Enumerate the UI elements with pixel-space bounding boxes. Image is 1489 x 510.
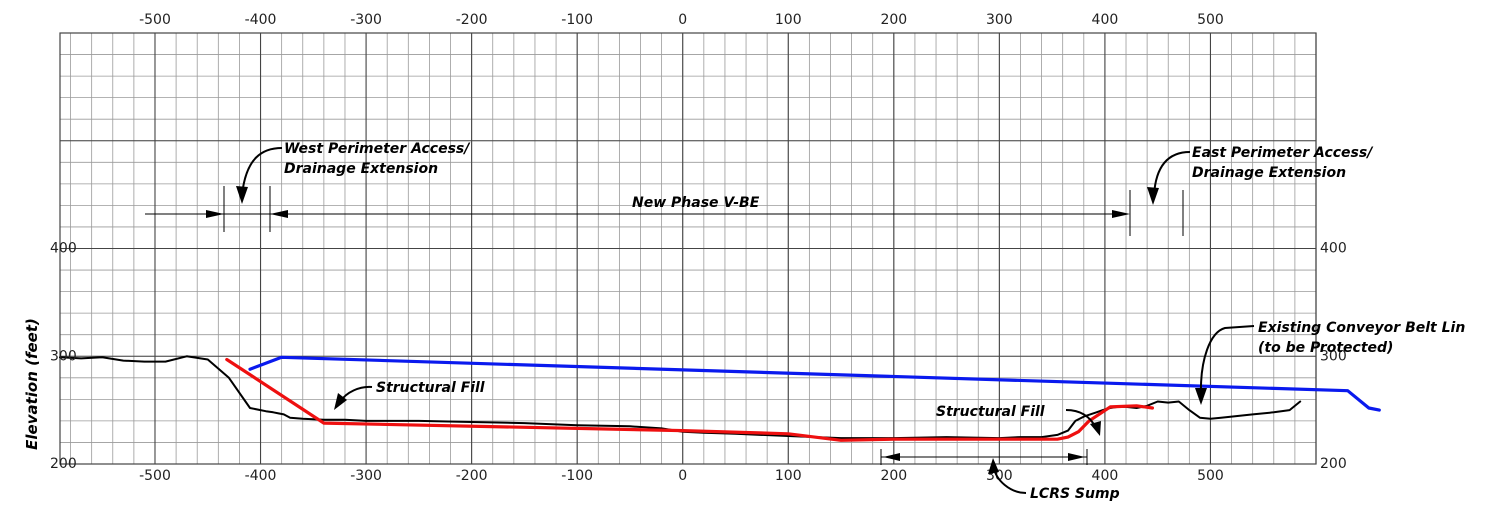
sump-arrow-right xyxy=(1068,453,1085,461)
x-tick-label-top: 200 xyxy=(880,12,907,28)
y-tick-label-right: 300 xyxy=(1320,348,1347,364)
x-tick-label-bottom: 200 xyxy=(880,468,907,484)
x-tick-label-top: -100 xyxy=(561,12,593,28)
x-tick-label-top: 500 xyxy=(1197,12,1224,28)
x-tick-label-top: 400 xyxy=(1092,12,1119,28)
x-tick-label-top: -500 xyxy=(139,12,171,28)
east-leader-arrow xyxy=(1147,187,1159,205)
x-tick-label-bottom: -100 xyxy=(561,468,593,484)
fill-right-arrow xyxy=(1090,421,1101,436)
phase-arrowhead-right xyxy=(1112,210,1130,218)
y-tick-label-right: 400 xyxy=(1320,241,1347,257)
x-tick-label-bottom: 100 xyxy=(775,468,802,484)
plot-border xyxy=(59,32,1317,465)
sump-arrow-left xyxy=(883,453,900,461)
west-leader-arrow xyxy=(236,186,248,204)
x-tick-label-top: 100 xyxy=(775,12,802,28)
phase-arrowhead-left-outer xyxy=(206,210,224,218)
conveyor-leader xyxy=(1199,325,1255,396)
x-tick-label-bottom: 0 xyxy=(678,468,687,484)
sump-leader-arrow xyxy=(988,458,999,474)
phase-label: New Phase V-BE xyxy=(632,195,760,211)
tick-labels: -500 -500 -400 -400 -300 -300 -200 -200 -100 -100… xyxy=(50,12,1347,484)
conveyor-leader-arrow xyxy=(1195,388,1207,405)
profile-lines xyxy=(59,355,1381,442)
y-tick-label-left: 400 xyxy=(50,241,77,257)
major-grid xyxy=(59,32,1317,465)
west-label-line2: Drainage Extension xyxy=(284,161,438,177)
conveyor-label-line2: (to be Protected) xyxy=(1258,340,1393,356)
series-line-1 xyxy=(248,355,1381,412)
east-leader xyxy=(1153,151,1191,196)
series-line-2 xyxy=(225,357,1155,442)
x-tick-label-bottom: -200 xyxy=(456,468,488,484)
x-tick-label-top: 0 xyxy=(678,12,687,28)
east-label-line1: East Perimeter Access/ xyxy=(1192,145,1374,161)
y-tick-label-left: 300 xyxy=(50,348,77,364)
y-axis-title: Elevation (feet) xyxy=(23,318,41,450)
west-leader xyxy=(241,147,283,196)
x-tick-label-top: 300 xyxy=(986,12,1013,28)
conveyor-label-line1: Existing Conveyor Belt Lin xyxy=(1258,320,1465,336)
x-tick-label-bottom: -500 xyxy=(139,468,171,484)
annotations: New Phase V-BE West Perimeter Access/ Dr… xyxy=(145,141,1465,502)
sump-label: LCRS Sump xyxy=(1030,486,1120,502)
x-tick-label-bottom: 500 xyxy=(1197,468,1224,484)
x-tick-label-bottom: -400 xyxy=(245,468,277,484)
y-tick-label-right: 200 xyxy=(1320,456,1347,472)
west-label-line1: West Perimeter Access/ xyxy=(284,141,471,157)
x-tick-label-bottom: 400 xyxy=(1092,468,1119,484)
x-tick-label-top: -400 xyxy=(245,12,277,28)
x-tick-label-top: -300 xyxy=(350,12,382,28)
fill-right-label: Structural Fill xyxy=(936,404,1045,420)
phase-arrowhead-left xyxy=(270,210,288,218)
x-tick-label-top: -200 xyxy=(456,12,488,28)
x-tick-label-bottom: -300 xyxy=(350,468,382,484)
fill-left-arrow xyxy=(334,393,347,410)
fill-left-label: Structural Fill xyxy=(376,380,485,396)
y-tick-label-left: 200 xyxy=(50,456,77,472)
east-label-line2: Drainage Extension xyxy=(1192,165,1346,181)
